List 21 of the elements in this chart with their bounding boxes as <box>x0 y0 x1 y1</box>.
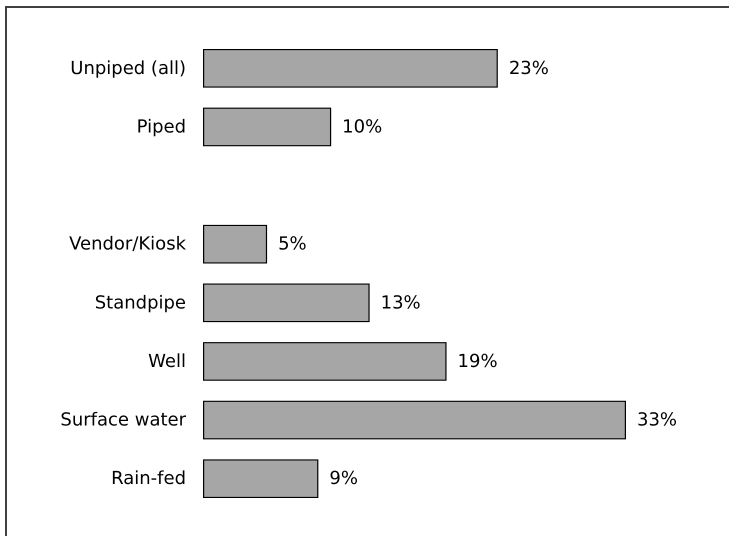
data-label: 13% <box>380 292 421 314</box>
bar <box>203 400 626 440</box>
y-tick-label: Piped <box>136 116 186 138</box>
data-label: 33% <box>637 410 678 431</box>
data-label: 10% <box>342 116 382 138</box>
data-label: 9% <box>329 468 358 490</box>
bar <box>203 108 332 146</box>
y-tick-label: Rain-fed <box>111 468 186 490</box>
y-tick-label: Vendor/Kiosk <box>69 234 187 255</box>
data-label: 19% <box>458 350 498 372</box>
data-label: 5% <box>278 234 307 255</box>
bar <box>203 342 447 381</box>
y-tick-label: Unpiped (all) <box>70 58 186 79</box>
y-tick-label: Surface water <box>60 410 187 431</box>
bar <box>203 48 498 88</box>
bar <box>203 224 268 264</box>
bar <box>203 283 370 322</box>
data-label: 23% <box>508 58 549 79</box>
y-tick-label: Well <box>148 350 186 372</box>
bar <box>203 459 318 498</box>
y-tick-label: Standpipe <box>94 292 186 314</box>
